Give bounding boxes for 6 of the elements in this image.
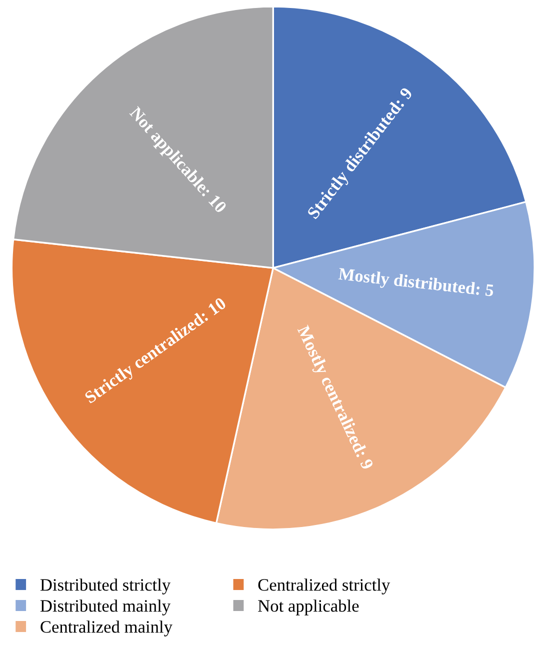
legend-label: Distributed mainly	[40, 600, 171, 616]
data-label: Mostly distributed: 5	[338, 267, 494, 300]
legend-label: Centralized mainly	[40, 620, 172, 636]
legend-label: Not applicable	[258, 600, 359, 616]
legend-label: Distributed strictly	[40, 578, 171, 594]
legend-label: Centralized strictly	[258, 578, 390, 594]
